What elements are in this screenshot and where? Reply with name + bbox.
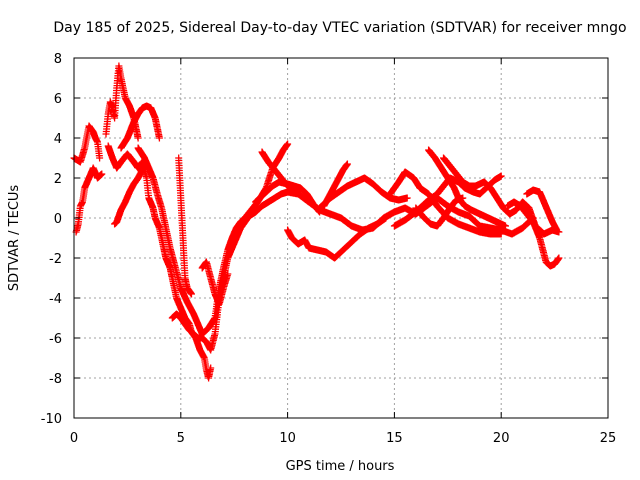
tick-labels: 0 5 10 15 20 25 -10 -8 -6 -4 -2 0 2 4 6 8 — [41, 52, 617, 446]
series-track-6 — [134, 140, 292, 338]
series-track-3 — [102, 62, 142, 142]
y-tick-label: 2 — [54, 172, 62, 187]
y-tick-label: 8 — [54, 52, 62, 67]
x-tick-label: 25 — [600, 431, 617, 446]
y-axis-label: SDTVAR / TECUs — [7, 185, 22, 292]
series-track-21 — [504, 198, 563, 270]
y-tick-label: 0 — [54, 212, 62, 227]
x-tick-label: 15 — [386, 431, 403, 446]
series-track-22 — [523, 186, 561, 234]
y-tick-label: -2 — [49, 252, 62, 267]
series-track-16 — [386, 168, 505, 238]
series-track-2 — [72, 164, 106, 236]
y-tick-label: -8 — [49, 372, 62, 387]
series-track-15 — [320, 160, 351, 210]
series-markers — [284, 214, 390, 262]
y-tick-label: 6 — [54, 92, 62, 107]
series-markers — [117, 102, 163, 152]
y-tick-label: -4 — [49, 292, 62, 307]
series-track-19 — [412, 194, 467, 230]
plot-frame — [73, 57, 609, 419]
series-markers — [72, 164, 106, 236]
chart-title: Day 185 of 2025, Sidereal Day-to-day VTE… — [53, 20, 626, 36]
x-axis-label: GPS time / hours — [286, 459, 395, 474]
series-track-7 — [111, 162, 151, 228]
x-tick-label: 5 — [177, 431, 185, 446]
series-markers — [70, 122, 104, 166]
series-track-4 — [104, 142, 215, 382]
series-track-18 — [425, 146, 509, 230]
series-track-10 — [198, 258, 232, 308]
axis-ticks — [73, 57, 609, 419]
series-track-1 — [70, 122, 104, 166]
series-track-13 — [284, 214, 390, 262]
series-markers — [134, 140, 292, 338]
y-tick-label: -10 — [41, 412, 62, 427]
x-tick-label: 10 — [279, 431, 296, 446]
y-tick-label: -6 — [49, 332, 62, 347]
grid-lines — [74, 58, 608, 418]
x-tick-label: 20 — [493, 431, 510, 446]
data-points — [70, 62, 563, 382]
series-markers — [102, 62, 142, 142]
series-track-5 — [117, 102, 163, 152]
series-track-8 — [175, 154, 195, 298]
y-tick-label: 4 — [54, 132, 62, 147]
series-track-12 — [258, 148, 304, 196]
x-tick-label: 0 — [70, 431, 78, 446]
